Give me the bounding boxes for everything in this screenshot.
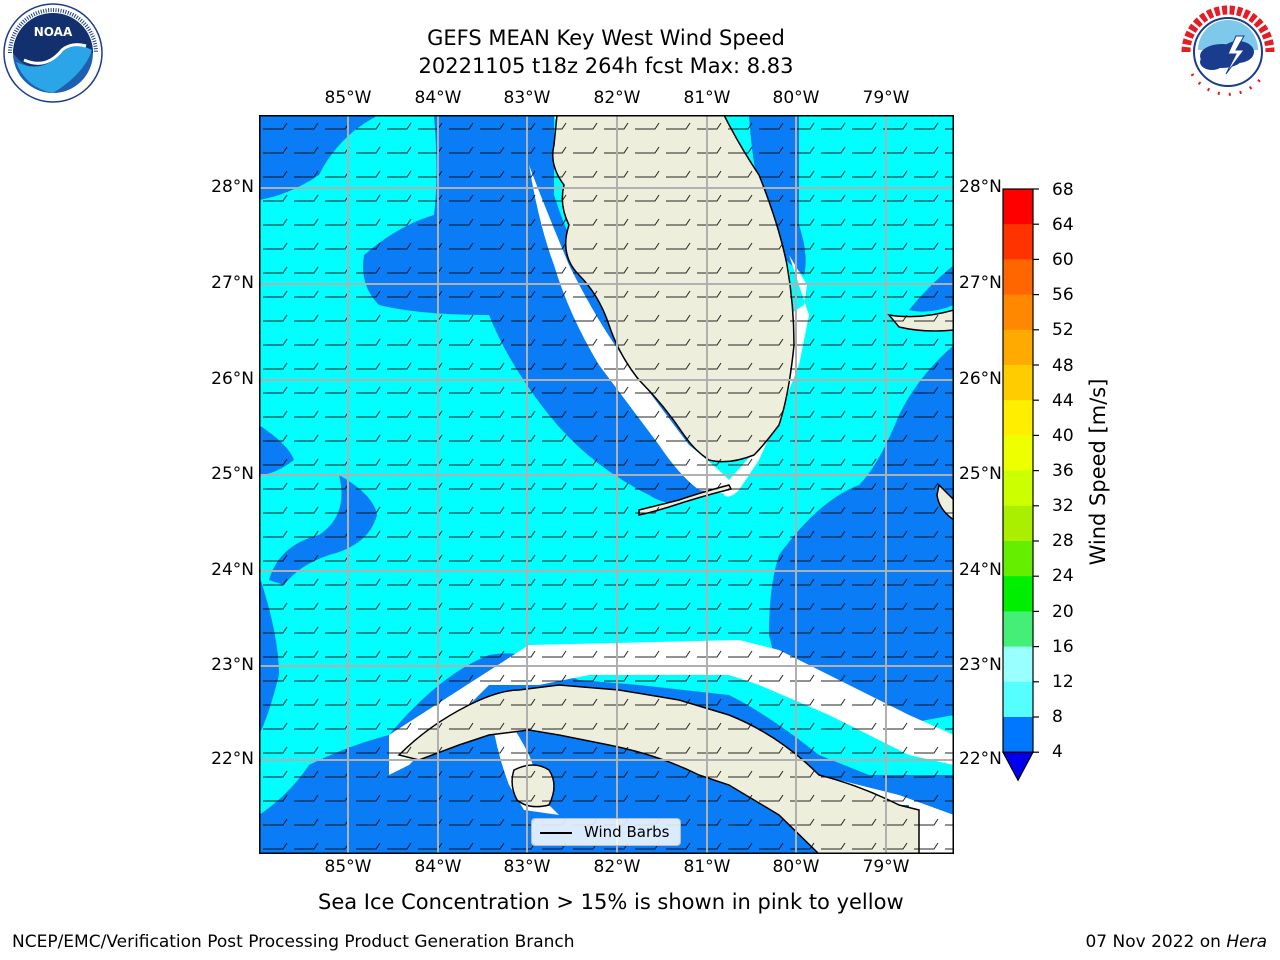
nws-logo <box>1180 4 1276 100</box>
colorbar-tick-label: 56 <box>1052 285 1074 305</box>
colorbar-segment <box>1003 470 1033 507</box>
lon-label-top: 81°W <box>683 88 731 108</box>
colorbar-segment <box>1003 611 1033 648</box>
colorbar-segment <box>1003 541 1033 577</box>
lon-label-bottom: 79°W <box>862 857 910 877</box>
lon-label-bottom: 85°W <box>324 857 372 877</box>
lon-label-bottom: 82°W <box>593 857 641 877</box>
lon-label-bottom: 81°W <box>683 857 731 877</box>
colorbar <box>1002 188 1039 782</box>
colorbar-tick-label: 40 <box>1052 426 1074 446</box>
credit-host: Hera <box>1226 932 1267 952</box>
colorbar-tick-label: 60 <box>1052 250 1074 270</box>
colorbar-tick-label: 44 <box>1052 391 1074 411</box>
colorbar-segment <box>1003 294 1033 331</box>
lon-label-top: 84°W <box>414 88 462 108</box>
chart-subtitle: 20221105 t18z 264h fcst Max: 8.83 <box>418 54 794 78</box>
lat-label-right: 28°N <box>959 177 1002 197</box>
wind-speed-map <box>259 115 954 854</box>
colorbar-tick-label: 32 <box>1052 496 1074 516</box>
lon-label-top: 85°W <box>324 88 372 108</box>
lat-label-left: 25°N <box>211 464 254 484</box>
lat-label-right: 23°N <box>959 655 1002 675</box>
colorbar-tick-label: 16 <box>1052 637 1074 657</box>
lon-label-top: 82°W <box>593 88 641 108</box>
colorbar-extend-triangle <box>1002 751 1035 782</box>
legend-label: Wind Barbs <box>584 823 670 841</box>
svg-text:NOAA: NOAA <box>34 25 73 39</box>
colorbar-tick-label: 52 <box>1052 320 1074 340</box>
colorbar-segment <box>1003 646 1033 683</box>
colorbar-segment <box>1003 576 1033 612</box>
lon-label-bottom: 80°W <box>772 857 820 877</box>
colorbar-segment <box>1003 329 1033 366</box>
noaa-logo: NOAA <box>3 3 103 103</box>
lon-label-top: 80°W <box>772 88 820 108</box>
credit-organization: NCEP/EMC/Verification Post Processing Pr… <box>12 932 575 952</box>
lon-label-bottom: 84°W <box>414 857 462 877</box>
lat-label-right: 26°N <box>959 369 1002 389</box>
colorbar-segment <box>1003 259 1033 296</box>
colorbar-tick-label: 36 <box>1052 461 1074 481</box>
lat-label-right: 24°N <box>959 560 1002 580</box>
wind-barbs <box>259 115 954 854</box>
colorbar-segment <box>1003 681 1033 718</box>
colorbar-segment <box>1003 505 1033 542</box>
lon-label-top: 83°W <box>503 88 551 108</box>
colorbar-tick-label: 8 <box>1052 707 1063 727</box>
lon-label-bottom: 83°W <box>503 857 551 877</box>
credit-date: 07 Nov 2022 on Hera <box>1085 932 1267 952</box>
colorbar-title: Wind Speed [m/s] <box>1086 378 1110 566</box>
colorbar-tick-label: 28 <box>1052 531 1074 551</box>
chart-title: GEFS MEAN Key West Wind Speed <box>427 26 785 50</box>
lat-label-left: 24°N <box>211 560 254 580</box>
colorbar-tick-label: 68 <box>1052 180 1074 200</box>
colorbar-segment <box>1003 435 1033 472</box>
colorbar-segment <box>1003 365 1033 401</box>
colorbar-segment <box>1003 717 1033 753</box>
lat-label-right: 22°N <box>959 749 1002 769</box>
lat-label-left: 22°N <box>211 749 254 769</box>
credit-date-text: 07 Nov 2022 on <box>1085 932 1227 952</box>
lat-label-left: 26°N <box>211 369 254 389</box>
colorbar-tick-label: 4 <box>1052 742 1063 762</box>
lat-label-right: 25°N <box>959 464 1002 484</box>
colorbar-tick-label: 48 <box>1052 356 1074 376</box>
colorbar-tick-label: 20 <box>1052 602 1074 622</box>
colorbar-tick-label: 24 <box>1052 566 1074 586</box>
lat-label-left: 28°N <box>211 177 254 197</box>
lon-label-top: 79°W <box>862 88 910 108</box>
colorbar-segment <box>1003 189 1033 225</box>
legend-line-swatch <box>540 832 572 834</box>
lat-label-right: 27°N <box>959 273 1002 293</box>
map-legend: Wind Barbs <box>531 818 681 846</box>
colorbar-segment <box>1003 224 1033 260</box>
sea-ice-note: Sea Ice Concentration > 15% is shown in … <box>318 890 904 914</box>
lat-label-left: 27°N <box>211 273 254 293</box>
graticule <box>259 115 954 854</box>
lat-label-left: 23°N <box>211 655 254 675</box>
colorbar-tick-label: 64 <box>1052 215 1074 235</box>
colorbar-segment <box>1003 400 1033 436</box>
colorbar-tick-label: 12 <box>1052 672 1074 692</box>
